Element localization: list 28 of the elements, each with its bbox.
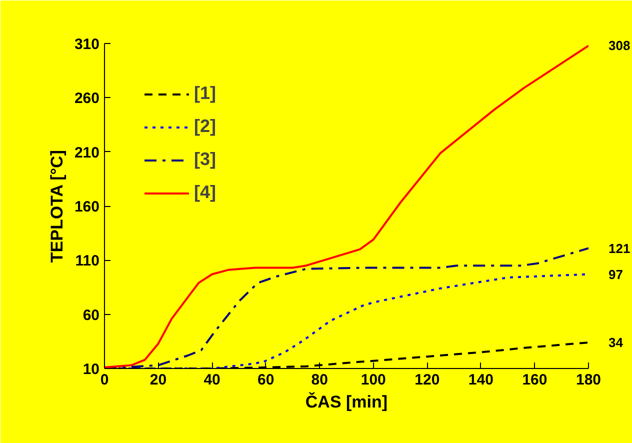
data-label: 308 — [608, 38, 630, 54]
y-tick-label: 210 — [74, 144, 100, 162]
legend-label: [3] — [194, 149, 216, 170]
x-axis-title: ČAS [min] — [305, 392, 388, 412]
legend-label: [4] — [194, 182, 216, 203]
y-tick-label: 260 — [74, 90, 100, 108]
legend-label: [2] — [194, 116, 216, 137]
x-tick-label: 180 — [576, 372, 602, 388]
x-tick-label: 80 — [311, 372, 328, 388]
y-tick-label: 10 — [82, 361, 100, 378]
y-tick-label: 310 — [74, 36, 100, 53]
x-tick-label: 100 — [360, 372, 386, 388]
x-tick-label: 120 — [414, 372, 440, 388]
x-tick-label: 160 — [522, 372, 548, 388]
line-series — [104, 44, 588, 368]
x-tick-label: 20 — [150, 372, 167, 388]
data-label: 121 — [608, 240, 630, 256]
y-tick-label: 110 — [75, 252, 100, 270]
y-tick-label: 160 — [74, 198, 100, 216]
y-axis-title: TEPLOTA [°C] — [47, 150, 66, 263]
legend-label: [1] — [194, 83, 216, 104]
x-tick-label: 140 — [468, 372, 494, 388]
x-tick-label: 0 — [100, 372, 109, 388]
y-tick-label: 60 — [82, 306, 100, 324]
data-label: 34 — [608, 335, 624, 350]
x-tick-label: 60 — [257, 372, 274, 388]
x-tick-label: 40 — [204, 372, 220, 388]
data-label: 97 — [608, 266, 623, 282]
